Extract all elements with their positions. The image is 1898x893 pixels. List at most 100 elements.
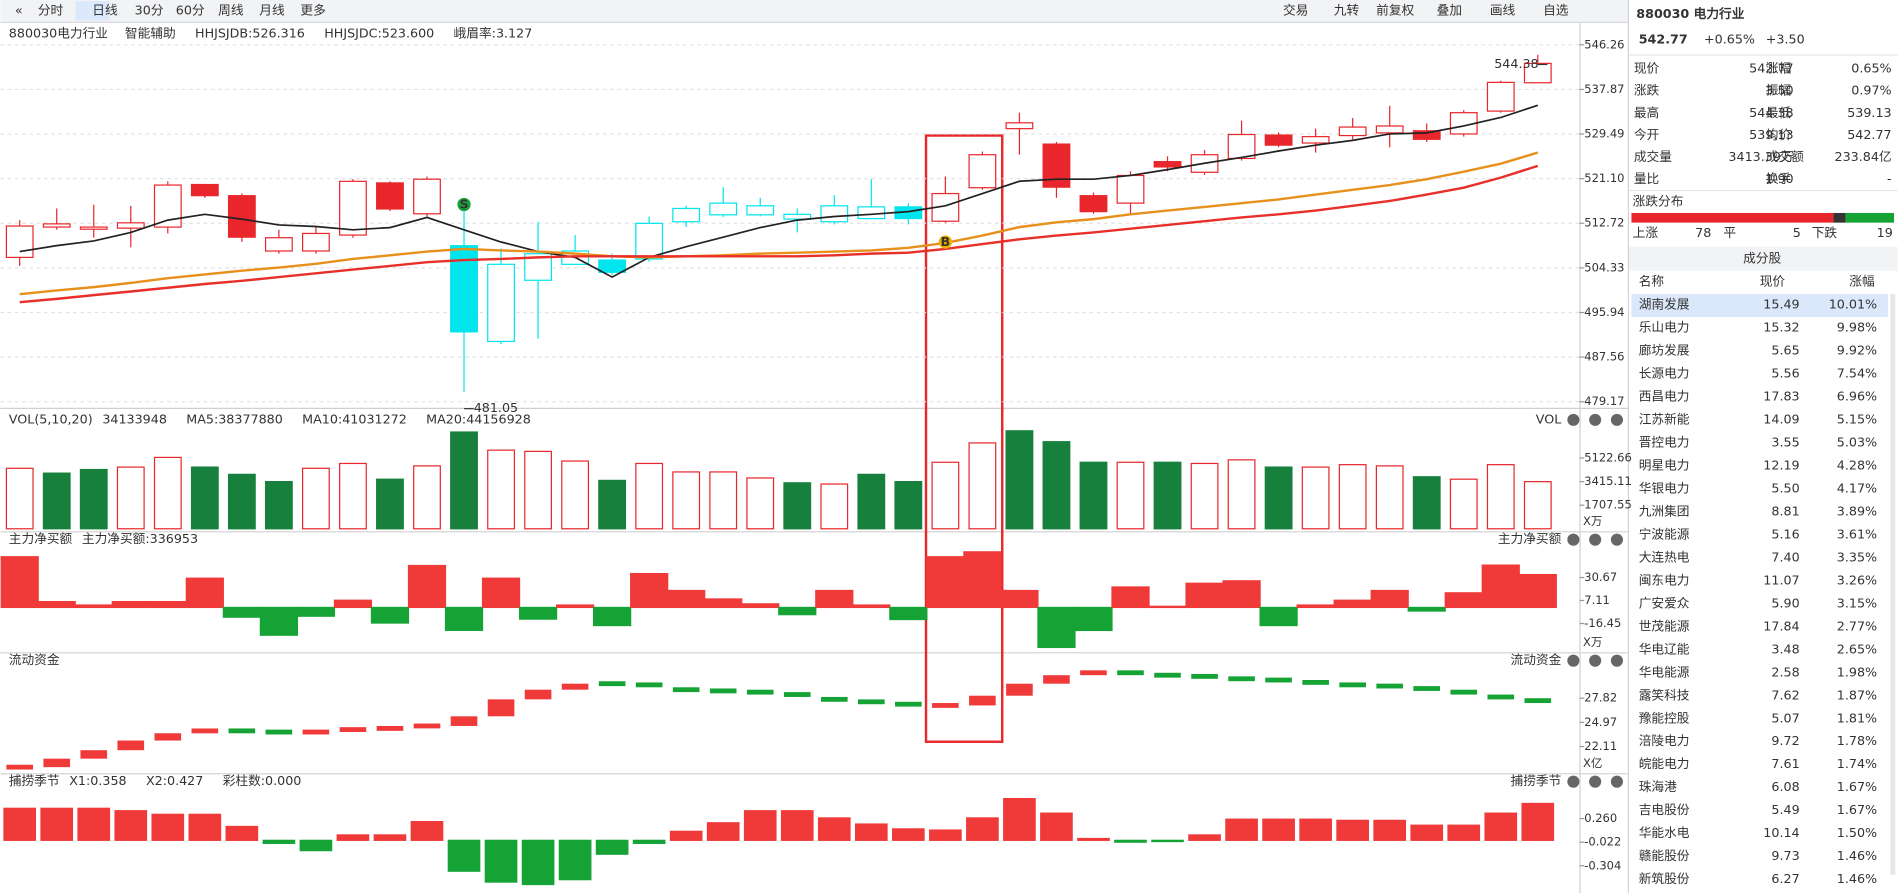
bar	[1336, 819, 1370, 841]
stock-name[interactable]: 广安爱众	[1639, 595, 1690, 610]
panel-gear[interactable]	[1567, 775, 1580, 788]
panel-gear[interactable]	[1567, 533, 1580, 546]
stock-name[interactable]: 露笑科技	[1639, 687, 1690, 702]
level-bar	[1265, 677, 1292, 683]
candle-body	[672, 207, 701, 223]
bar	[1222, 580, 1261, 609]
toolbar-collapse[interactable]: «	[15, 2, 23, 17]
quote-label: 换手	[1766, 171, 1792, 186]
stock-name[interactable]: 珠海港	[1639, 779, 1677, 794]
candle-body	[709, 202, 738, 216]
panel-gear[interactable]	[1567, 654, 1580, 667]
toolbar-button[interactable]: 自选	[1543, 2, 1569, 17]
legend-entry: 智能辅助	[125, 25, 176, 40]
panel-label-right: 主力净买额	[1498, 531, 1562, 546]
toolbar-button[interactable]: 分时	[38, 2, 64, 17]
stock-name[interactable]: 大连热电	[1639, 549, 1690, 564]
bar	[376, 478, 404, 530]
panel-help[interactable]	[1589, 775, 1602, 788]
toolbar-button[interactable]: 交易	[1283, 2, 1308, 17]
stock-name[interactable]: 赣能股份	[1639, 848, 1690, 863]
quote-value: 542.77	[1847, 127, 1891, 142]
candle-body	[1116, 174, 1145, 204]
panel-gear[interactable]	[1567, 413, 1580, 426]
toolbar-button[interactable]: 更多	[300, 2, 325, 17]
panel-close[interactable]	[1610, 533, 1623, 546]
bar	[598, 479, 627, 530]
stock-price: 5.16	[1771, 526, 1799, 541]
level-bar	[932, 703, 959, 708]
toolbar-button[interactable]: 叠加	[1437, 2, 1462, 17]
stock-name[interactable]: 乐山电力	[1639, 319, 1690, 334]
legend-entry: MA5:38377880	[186, 411, 283, 426]
stock-name[interactable]: 华能水电	[1639, 825, 1690, 840]
toolbar-button[interactable]: 九转	[1334, 2, 1360, 17]
stock-name[interactable]: 廊坊发展	[1639, 342, 1690, 357]
quote-label: 现价	[1634, 60, 1660, 75]
breadth-flat: 5	[1793, 225, 1801, 240]
bar	[1447, 824, 1481, 841]
bar	[1227, 459, 1256, 530]
stock-name[interactable]: 世茂能源	[1639, 618, 1690, 633]
stock-name[interactable]: 华电辽能	[1639, 641, 1690, 656]
bar	[1333, 599, 1372, 609]
scrollbar[interactable]	[1890, 294, 1896, 875]
panel-label-right: 捕捞季节	[1511, 773, 1562, 788]
stock-name[interactable]: 豫能控股	[1639, 710, 1690, 725]
stock-name[interactable]: 九洲集团	[1639, 503, 1690, 518]
bar	[1299, 818, 1332, 841]
stock-name[interactable]: 晋控电力	[1639, 434, 1690, 449]
candle-body	[264, 237, 293, 252]
toolbar-button[interactable]: 日线	[92, 2, 118, 17]
panel-close[interactable]	[1610, 654, 1623, 667]
y-tick-label: 0.260	[1584, 811, 1617, 825]
panel-help[interactable]	[1589, 413, 1602, 426]
stock-price: 14.09	[1763, 411, 1799, 426]
toolbar-button[interactable]: 30分	[135, 2, 164, 17]
candle-body	[79, 226, 108, 230]
bar	[593, 606, 632, 627]
bar	[151, 813, 185, 841]
y-tick-label: -0.304	[1584, 858, 1621, 872]
panel-close[interactable]	[1610, 413, 1623, 426]
stock-name[interactable]: 吉电股份	[1639, 802, 1690, 817]
bar	[966, 817, 999, 841]
stock-price: 5.90	[1771, 595, 1799, 610]
candle-body	[376, 182, 404, 210]
level-bar	[895, 701, 922, 707]
stock-name[interactable]: 湖南发展	[1639, 296, 1690, 311]
toolbar-button[interactable]: 月线	[259, 2, 285, 17]
candle-body	[227, 195, 256, 238]
bar	[635, 462, 664, 530]
stock-name[interactable]: 华银电力	[1639, 480, 1690, 495]
stock-name[interactable]: 明星电力	[1639, 457, 1690, 472]
level-bar	[598, 681, 626, 687]
stock-name[interactable]: 西昌电力	[1639, 388, 1690, 403]
stock-name[interactable]: 皖能电力	[1639, 756, 1690, 771]
stock-name[interactable]: 江苏新能	[1639, 411, 1690, 426]
toolbar-button[interactable]: 画线	[1490, 2, 1516, 17]
stock-name[interactable]: 新筑股份	[1639, 871, 1690, 886]
bar	[709, 471, 738, 530]
quote-change: +3.50	[1766, 31, 1805, 46]
panel-help[interactable]	[1589, 654, 1602, 667]
stock-name[interactable]: 华电能源	[1639, 664, 1690, 679]
panel-help[interactable]	[1589, 533, 1602, 546]
ma-line	[19, 151, 1539, 296]
panel-close[interactable]	[1610, 775, 1623, 788]
toolbar-button[interactable]: 周线	[218, 2, 244, 17]
y-tick-label: -16.45	[1584, 616, 1621, 630]
stock-name[interactable]: 闽东电力	[1639, 572, 1690, 587]
level-bar	[339, 727, 367, 733]
stock-name[interactable]: 长源电力	[1639, 365, 1690, 380]
toolbar-button[interactable]: 前复权	[1376, 2, 1414, 17]
stock-price: 5.56	[1771, 365, 1799, 380]
candle-body	[339, 180, 367, 236]
level-bar	[1080, 670, 1107, 676]
bar	[111, 600, 150, 609]
toolbar-button[interactable]: 60分	[176, 2, 205, 17]
stock-name[interactable]: 涪陵电力	[1639, 733, 1690, 748]
quote-label: 最高	[1634, 105, 1659, 120]
y-tick-label: 487.56	[1584, 350, 1624, 364]
stock-name[interactable]: 宁波能源	[1639, 526, 1690, 541]
